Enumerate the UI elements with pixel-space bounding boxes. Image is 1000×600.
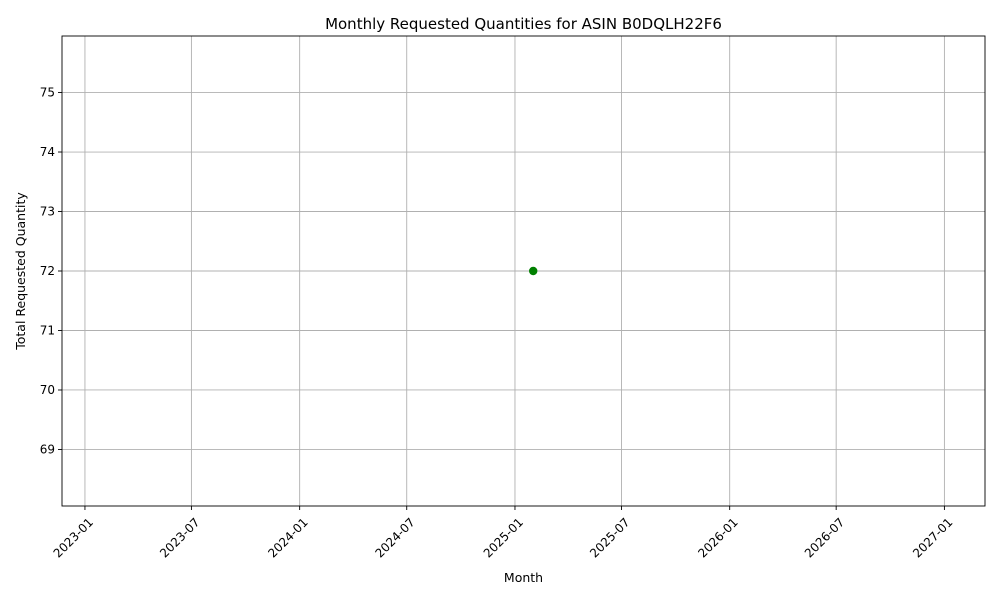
- x-axis-label: Month: [504, 570, 543, 585]
- y-axis-label: Total Requested Quantity: [13, 192, 28, 351]
- x-axis: 2023-01 2023-07 2024-01 2024-07 2025-01 2025-…: [51, 506, 955, 561]
- grid-lines: [62, 36, 985, 506]
- y-tick-label: 73: [40, 205, 55, 219]
- y-tick-label: 74: [40, 145, 55, 159]
- y-tick-label: 75: [40, 86, 55, 100]
- x-tick-label: 2025-01: [481, 515, 526, 560]
- y-axis: 69 70 71 72 73 74 75: [40, 86, 62, 456]
- x-tick-label: 2027-01: [910, 515, 955, 560]
- data-point: [529, 266, 538, 276]
- y-tick-label: 69: [40, 442, 55, 456]
- x-tick-label: 2024-01: [265, 515, 310, 560]
- chart-title: Monthly Requested Quantities for ASIN B0…: [325, 15, 722, 33]
- x-tick-label: 2026-01: [695, 515, 740, 560]
- x-tick-label: 2023-07: [157, 515, 202, 560]
- data-series: [529, 266, 538, 276]
- x-tick-label: 2023-01: [51, 515, 96, 560]
- x-tick-label: 2024-07: [372, 515, 417, 560]
- x-tick-label: 2026-07: [802, 515, 847, 560]
- y-tick-label: 72: [40, 264, 55, 278]
- y-tick-label: 70: [40, 383, 55, 397]
- x-tick-label: 2025-07: [587, 515, 632, 560]
- y-tick-label: 71: [40, 323, 55, 337]
